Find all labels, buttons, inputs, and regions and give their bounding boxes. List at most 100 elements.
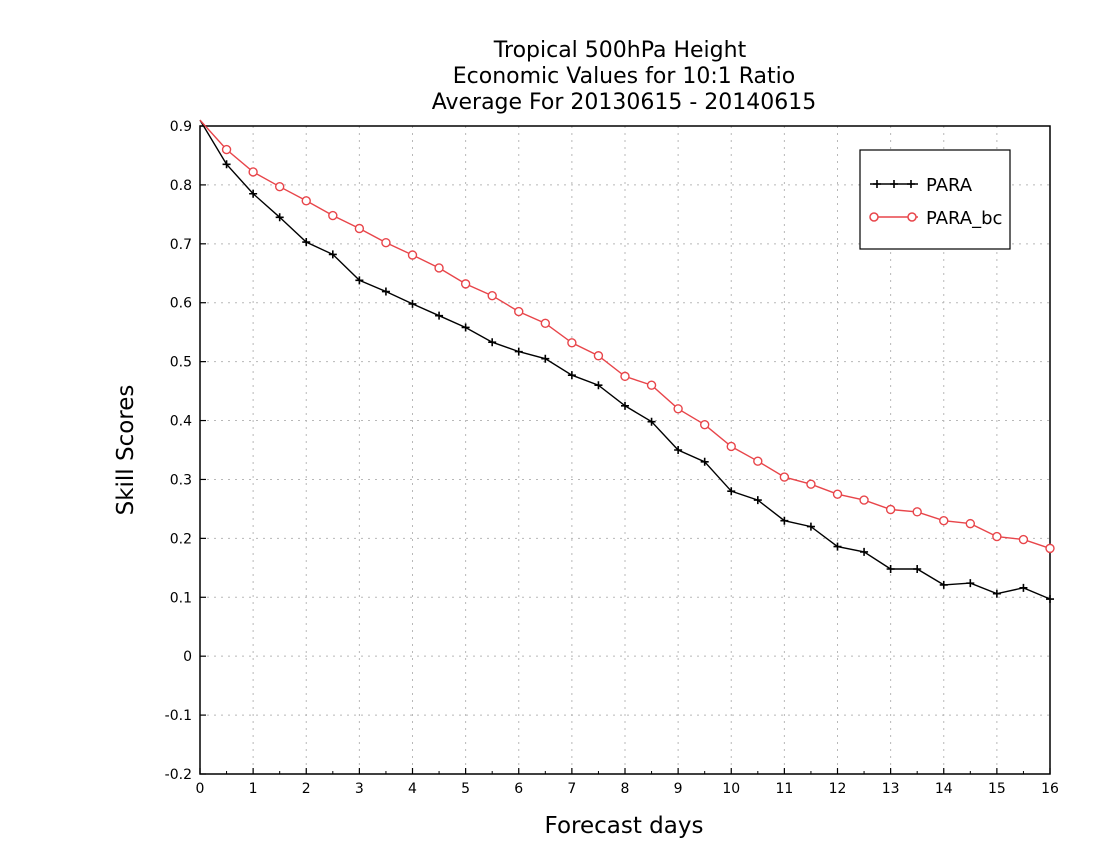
legend-label-para: PARA <box>926 175 973 196</box>
point-para <box>408 299 417 308</box>
point-para <box>594 381 603 390</box>
point-para-bc <box>646 380 657 390</box>
point-para-bc <box>567 338 577 348</box>
point-para-bc <box>753 456 763 466</box>
x-tick-label: 0 <box>196 781 205 797</box>
point-para <box>621 401 629 410</box>
point-para <box>355 276 364 285</box>
x-tick-label: 12 <box>829 781 847 797</box>
x-tick-label: 13 <box>882 781 900 797</box>
y-axis-title: Skill Scores <box>113 385 139 516</box>
point-para <box>992 589 1001 598</box>
x-tick-label: 14 <box>935 781 953 797</box>
point-para <box>488 338 497 347</box>
point-para <box>966 579 975 588</box>
y-tick-label: 0.8 <box>170 178 192 194</box>
y-tick-label: 0.4 <box>170 414 192 430</box>
x-tick-label: 8 <box>621 781 630 797</box>
point-para <box>860 547 869 556</box>
point-para <box>541 354 550 363</box>
point-para <box>886 564 895 573</box>
point-para-bc <box>301 196 311 206</box>
point-para <box>727 487 736 496</box>
point-para <box>567 371 576 380</box>
legend-label-para-bc: PARA_bc <box>926 208 1002 229</box>
y-tick-label: 0.5 <box>170 355 192 371</box>
point-para-bc <box>460 279 471 289</box>
point-para-bc <box>965 518 976 529</box>
series <box>199 119 1055 604</box>
point-para <box>939 580 948 589</box>
x-axis-title: Forecast days <box>545 813 704 839</box>
x-tick-label: 10 <box>722 781 740 797</box>
y-axis: -0.2 -0.1 0 0.1 0.2 0.3 0.4 0.5 0.6 0.7 0.8 0.9 <box>165 119 206 783</box>
point-para <box>913 564 922 573</box>
point-para-bc <box>354 223 365 234</box>
point-para <box>381 287 390 296</box>
y-tick-label: 0.2 <box>170 531 192 547</box>
point-para <box>328 250 337 259</box>
point-para-bc <box>726 441 736 452</box>
x-tick-label: 6 <box>514 781 523 797</box>
x-tick-label: 3 <box>355 781 364 797</box>
point-para <box>461 323 470 332</box>
point-para-bc <box>434 263 444 273</box>
point-para <box>222 160 231 169</box>
point-para <box>1019 583 1028 592</box>
x-tick-label: 11 <box>775 781 793 797</box>
x-tick-label: 15 <box>988 781 1006 797</box>
point-para-bc <box>832 489 843 499</box>
point-para-bc <box>328 210 338 221</box>
point-para <box>806 522 815 531</box>
y-tick-label: 0 <box>183 649 192 665</box>
x-tick-label: 1 <box>249 781 258 797</box>
x-tick-label: 16 <box>1041 781 1059 797</box>
point-para <box>1046 595 1054 604</box>
point-para-bc <box>514 306 524 317</box>
point-para-bc <box>992 531 1002 542</box>
point-para <box>753 496 762 505</box>
point-para <box>700 457 709 466</box>
point-para-bc <box>939 515 949 526</box>
point-para-bc <box>487 290 497 301</box>
point-para-bc <box>407 250 418 260</box>
y-tick-label: 0.6 <box>170 296 192 312</box>
x-axis: 0 1 2 3 4 5 6 7 8 9 10 11 12 13 14 15 16 <box>196 768 1059 797</box>
point-para-bc <box>912 507 922 517</box>
point-para-bc <box>620 371 630 382</box>
y-tick-label: -0.2 <box>165 767 192 783</box>
point-para-bc <box>381 237 391 248</box>
point-para-bc <box>248 167 258 177</box>
point-para <box>514 347 523 356</box>
x-tick-label: 5 <box>461 781 470 797</box>
x-tick-label: 9 <box>674 781 683 797</box>
point-para <box>647 417 656 426</box>
point-para-bc <box>274 181 285 192</box>
y-tick-label: 0.3 <box>170 472 192 488</box>
point-para-bc <box>673 404 683 414</box>
legend-marker-para-bc-2 <box>907 212 917 222</box>
y-tick-label: -0.1 <box>165 708 192 724</box>
point-para <box>275 213 284 222</box>
x-tick-label: 7 <box>567 781 576 797</box>
title-line-2: Economic Values for 10:1 Ratio <box>453 64 795 89</box>
point-para <box>780 516 789 525</box>
point-para <box>249 189 258 198</box>
x-tick-label: 4 <box>408 781 417 797</box>
point-para-bc <box>540 318 551 329</box>
point-para-bc <box>859 495 869 505</box>
point-para <box>674 446 683 454</box>
point-para <box>435 311 444 320</box>
legend: PARA PARA_bc <box>859 149 1011 250</box>
y-tick-label: 0.1 <box>170 590 192 606</box>
point-para-bc <box>1045 543 1055 554</box>
point-para-bc <box>806 479 816 489</box>
point-para-bc <box>593 351 604 361</box>
y-tick-label: 0.9 <box>170 119 192 135</box>
legend-marker-para <box>873 180 915 188</box>
point-para-bc <box>885 504 896 515</box>
point-para-bc <box>1018 534 1029 545</box>
x-tick-label: 2 <box>302 781 311 797</box>
legend-box <box>859 149 1011 250</box>
